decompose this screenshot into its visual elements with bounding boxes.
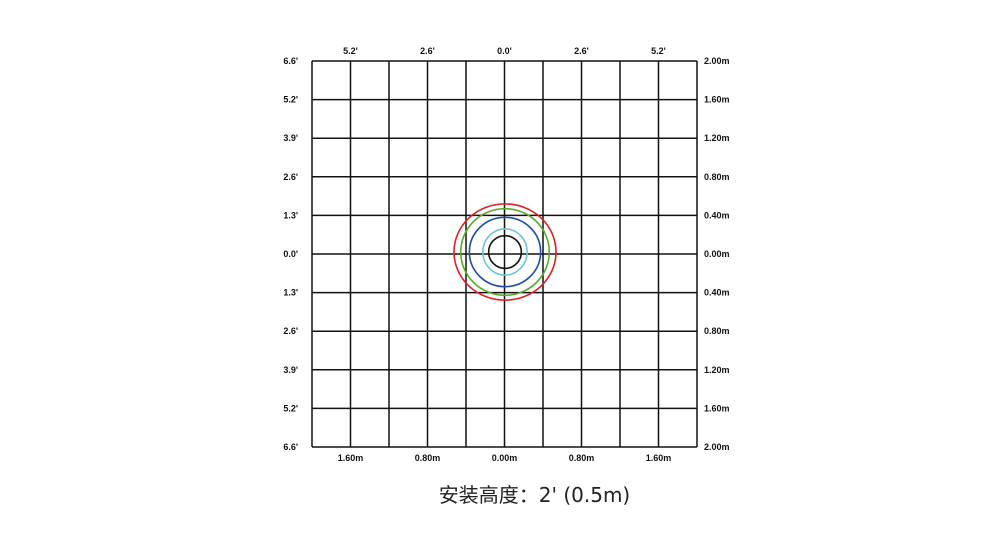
beam-ring [487,234,523,270]
bottom-tick-label: 1.60m [646,453,672,463]
right-tick-label: 1.60m [704,95,730,105]
top-tick-label: 5.2' [651,46,666,56]
right-tick-label: 1.20m [704,365,730,375]
top-tick-label: 0.0' [497,46,512,56]
left-tick-label: 1.3' [283,210,298,220]
right-tick-label: 1.20m [704,133,730,143]
mounting-height-caption: 安装高度：2' (0.5m) [438,483,631,507]
left-tick-label: 1.3' [283,288,298,298]
beam-ring [453,203,557,301]
bottom-tick-label: 0.80m [415,453,441,463]
left-tick-label: 5.2' [283,403,298,413]
left-tick-label: 6.6' [283,442,298,452]
bottom-tick-label: 0.00m [492,453,518,463]
right-tick-label: 0.40m [704,210,730,220]
right-tick-label: 2.00m [704,56,730,66]
left-tick-label: 5.2' [283,95,298,105]
right-tick-label: 2.00m [704,442,730,452]
right-tick-label: 0.40m [704,288,730,298]
left-tick-label: 3.9' [283,133,298,143]
beam-ring [468,216,542,288]
left-tick-label: 6.6' [283,56,298,66]
beam-ring [482,228,528,276]
left-tick-label: 2.6' [283,172,298,182]
bottom-tick-label: 0.80m [569,453,595,463]
coverage-grid: 5.2' 2.6' 0.0' 2.6' 5.2' 1.60m 0.80m 0.00m 0.80m… [283,46,730,463]
right-tick-label: 0.80m [704,172,730,182]
left-tick-label: 2.6' [283,326,298,336]
left-tick-label: 3.9' [283,365,298,375]
bottom-tick-label: 1.60m [338,453,364,463]
right-tick-label: 1.60m [704,403,730,413]
beam-ring [459,207,551,297]
top-tick-label: 2.6' [574,46,589,56]
left-tick-label: 0.0' [283,249,298,259]
right-tick-label: 0.00m [704,249,730,259]
top-tick-label: 5.2' [343,46,358,56]
right-tick-label: 0.80m [704,326,730,336]
caption-row: 安装高度：2' (0.5m) [0,479,1005,508]
top-tick-label: 2.6' [420,46,435,56]
